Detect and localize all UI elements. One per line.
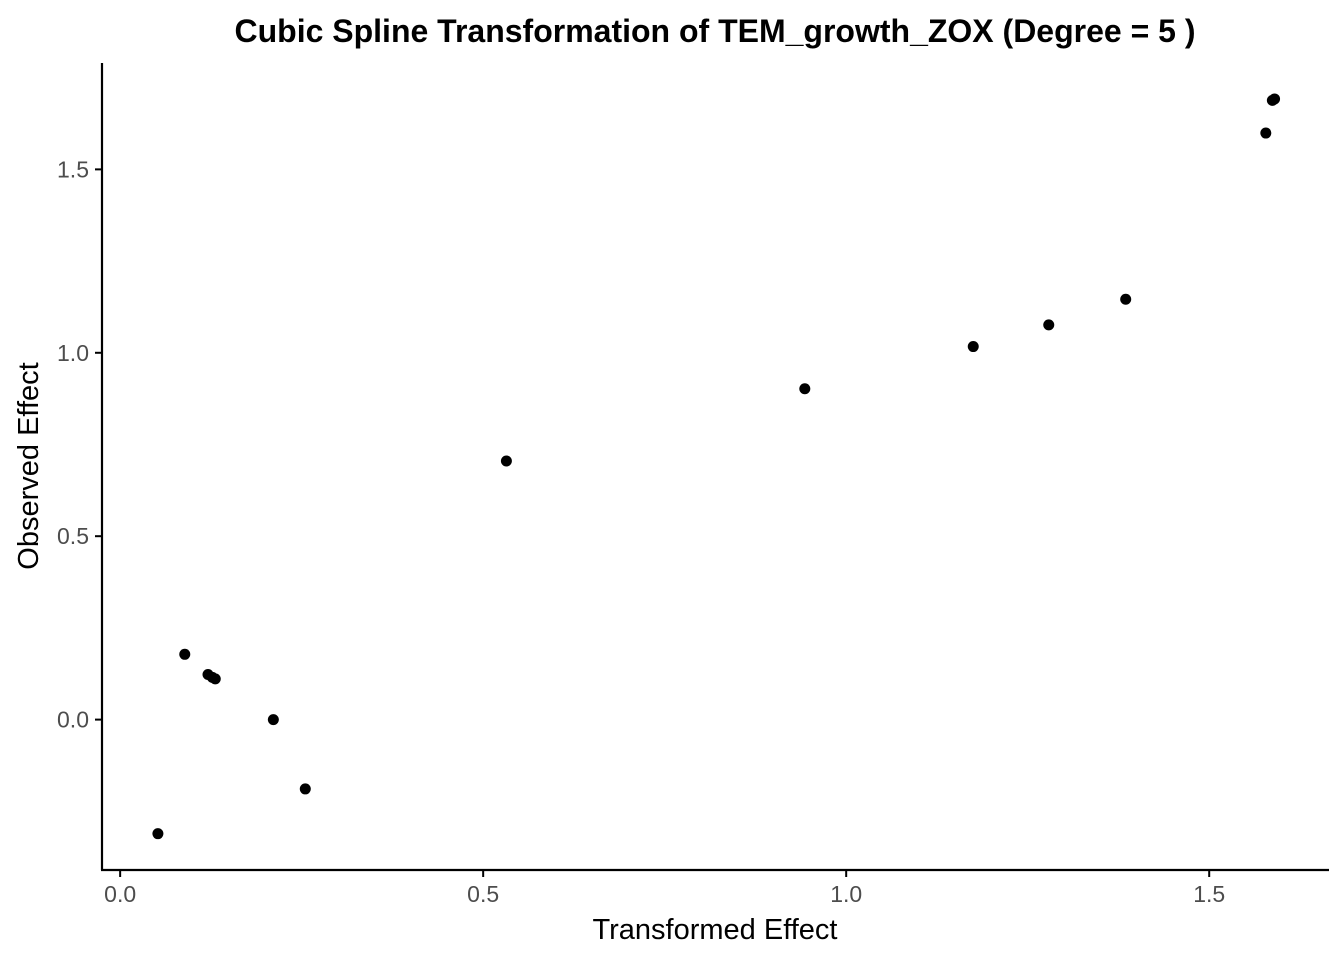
data-point xyxy=(179,648,191,660)
data-point xyxy=(1260,127,1272,139)
y-tick-label: 0.0 xyxy=(57,707,89,733)
data-point xyxy=(1120,293,1132,305)
y-tick-label: 1.5 xyxy=(57,156,89,182)
y-tick-label: 1.0 xyxy=(57,340,89,366)
x-tick-label: 1.5 xyxy=(1193,881,1225,907)
data-point xyxy=(967,341,979,353)
axis-ticks: 0.0 0.5 1.0 1.5 0.0 0.5 1.0 1.5 xyxy=(57,156,1225,907)
data-point xyxy=(299,783,311,795)
data-points xyxy=(152,93,1281,840)
x-axis-label: Transformed Effect xyxy=(593,914,838,946)
data-point xyxy=(152,828,164,840)
x-tick-label: 0.0 xyxy=(104,881,136,907)
data-point xyxy=(1269,93,1281,105)
chart-title: Cubic Spline Transformation of TEM_growt… xyxy=(234,13,1195,49)
y-axis-label: Observed Effect xyxy=(13,362,45,569)
data-point xyxy=(267,714,279,726)
x-tick-label: 0.5 xyxy=(467,881,499,907)
data-point xyxy=(799,383,811,395)
data-point xyxy=(500,455,512,467)
data-point xyxy=(1043,319,1055,331)
data-point xyxy=(209,673,221,685)
y-tick-label: 0.5 xyxy=(57,523,89,549)
x-tick-label: 1.0 xyxy=(830,881,862,907)
